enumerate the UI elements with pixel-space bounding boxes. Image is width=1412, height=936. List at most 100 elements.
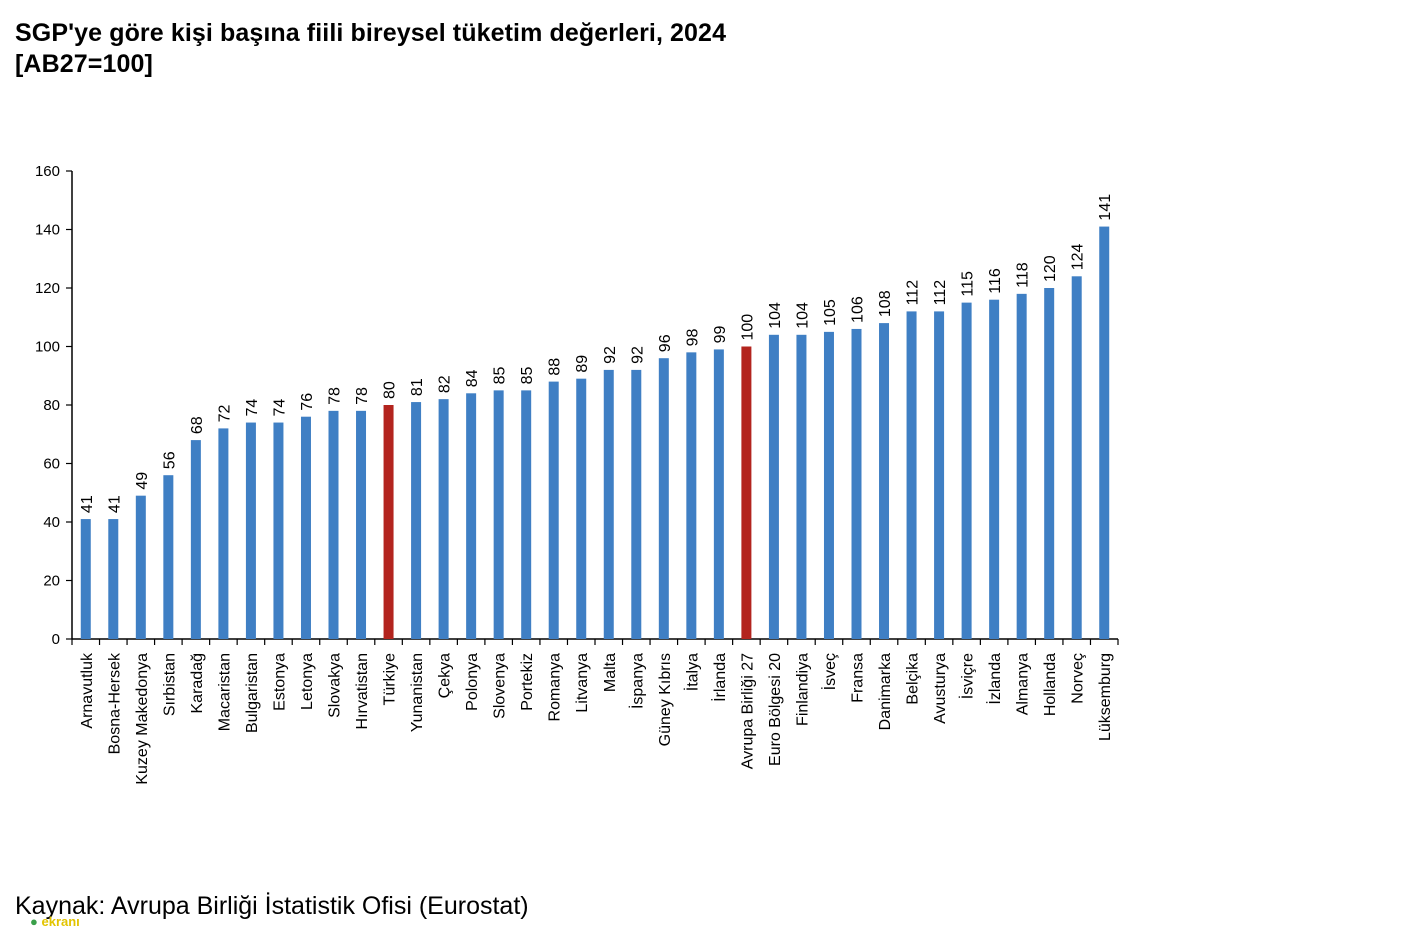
bar: [356, 410, 367, 639]
category-label: Lüksemburg: [1097, 653, 1114, 741]
bar: [631, 369, 642, 639]
data-label: 118: [1015, 262, 1032, 288]
y-tick-label: 20: [43, 573, 60, 590]
category-label: Yunanistan: [409, 653, 426, 732]
category-label: Fransa: [850, 653, 867, 703]
category-label: Letonya: [299, 653, 316, 710]
category-label: Euro Bölgesi 20: [767, 653, 784, 766]
category-label: Polonya: [464, 653, 481, 711]
data-label: 49: [134, 472, 151, 490]
bar: [961, 302, 972, 639]
bar-chart: 0 20 40 60 80 100 120 140 160 41 Arnavutluk 41 Bosna…: [35, 163, 1119, 785]
bar: [108, 519, 119, 639]
data-label: 106: [850, 296, 867, 323]
data-label: 88: [547, 358, 564, 376]
bar: [273, 422, 284, 639]
category-label: Portekiz: [519, 653, 536, 711]
category-label: Danimarka: [877, 653, 894, 730]
bar: [851, 328, 862, 639]
bar: [548, 381, 559, 639]
data-label: 112: [932, 280, 949, 306]
data-label: 115: [960, 271, 977, 297]
y-tick-label: 80: [43, 397, 60, 414]
category-label: Romanya: [547, 653, 564, 722]
data-label: 74: [244, 399, 261, 417]
bar: [245, 422, 256, 639]
data-label: 98: [684, 328, 701, 346]
bar: [768, 334, 779, 639]
data-label: 99: [712, 326, 729, 344]
data-label: 85: [519, 366, 536, 384]
data-label: 41: [106, 495, 123, 513]
bar: [411, 402, 422, 639]
category-label: Malta: [602, 653, 619, 692]
category-label: Kuzey Makedonya: [134, 653, 151, 785]
bar: [576, 378, 587, 639]
category-label: Sırbistan: [161, 653, 178, 716]
category-label: Arnavutluk: [79, 652, 96, 729]
y-tick-label: 40: [43, 514, 60, 531]
bar: [383, 405, 394, 639]
bar: [328, 410, 339, 639]
bar: [906, 311, 917, 639]
bar: [1044, 288, 1055, 639]
source-note: Kaynak: Avrupa Birliği İstatistik Ofisi …: [15, 892, 529, 920]
category-label: Türkiye: [382, 653, 399, 706]
data-label: 76: [299, 393, 316, 411]
bar: [934, 311, 945, 639]
data-label: 74: [271, 399, 288, 417]
data-label: 104: [794, 302, 811, 329]
y-tick-label: 100: [35, 339, 60, 356]
y-tick-label: 0: [52, 631, 60, 648]
data-label: 78: [327, 387, 344, 405]
data-label: 81: [409, 378, 426, 396]
category-label: Slovakya: [327, 653, 344, 718]
data-label: 96: [657, 334, 674, 352]
category-label: Bosna-Hersek: [106, 652, 123, 754]
data-label: 41: [79, 495, 96, 513]
bar: [135, 495, 146, 639]
data-label: 68: [189, 416, 206, 434]
category-label: Çekya: [437, 653, 454, 698]
bar: [823, 331, 834, 639]
category-label: Hırvatistan: [354, 653, 371, 729]
data-label: 92: [602, 346, 619, 364]
bar: [163, 475, 174, 639]
bar: [80, 519, 91, 639]
category-label: Hollanda: [1042, 653, 1059, 716]
y-tick-label: 160: [35, 163, 60, 180]
data-label: 89: [574, 355, 591, 373]
category-label: İspanya: [627, 653, 646, 709]
category-label: Norveç: [1070, 653, 1087, 704]
data-label: 141: [1097, 194, 1114, 221]
data-label: 105: [822, 299, 839, 326]
category-label: Avusturya: [932, 653, 949, 724]
category-label: Finlandiya: [794, 653, 811, 726]
bar: [218, 428, 229, 639]
bar: [1016, 293, 1027, 639]
category-label: Macaristan: [216, 653, 233, 731]
bar: [1099, 226, 1110, 639]
data-label: 124: [1070, 244, 1087, 271]
bar: [713, 349, 724, 639]
watermark-logo: ● ekranı: [30, 914, 80, 930]
bar: [493, 390, 504, 639]
data-label: 82: [437, 375, 454, 393]
category-label: Güney Kıbrıs: [657, 653, 674, 746]
bar: [190, 440, 201, 639]
category-label: Estonya: [271, 653, 288, 711]
category-label: İsviçre: [958, 653, 977, 699]
category-label: İsveç: [820, 653, 839, 690]
data-label: 80: [382, 381, 399, 399]
bar: [438, 399, 449, 639]
bar: [1071, 276, 1082, 639]
category-label: Bulgaristan: [244, 653, 261, 733]
watermark-text: ekranı: [41, 914, 80, 929]
chart-title: SGP'ye göre kişi başına fiili bireysel t…: [15, 18, 726, 80]
category-label: İtalya: [682, 653, 701, 691]
bar: [521, 390, 532, 639]
data-label: 72: [216, 405, 233, 423]
category-label: Almanya: [1015, 653, 1032, 715]
data-label: 104: [767, 302, 784, 329]
bar: [686, 352, 697, 639]
